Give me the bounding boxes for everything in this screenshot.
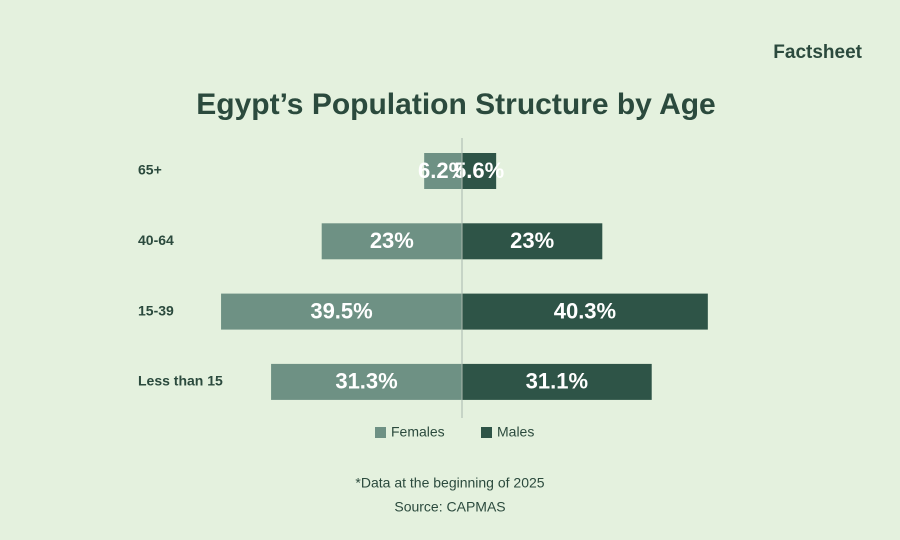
value-label: 6.2% <box>418 158 468 183</box>
bar <box>221 293 462 330</box>
category-label: 15-39 <box>138 302 174 318</box>
value-label: 23% <box>510 228 554 253</box>
legend-label: Males <box>497 424 534 440</box>
category-label: 40-64 <box>138 232 174 248</box>
bar <box>462 363 652 400</box>
note: *Data at the beginning of 2025 <box>355 475 544 491</box>
category-label: 65+ <box>138 162 162 178</box>
bar <box>424 153 462 189</box>
source: Source: CAPMAS <box>394 499 505 515</box>
legend-swatch <box>481 427 492 438</box>
chart-title: Egypt’s Population Structure by Age <box>196 88 716 121</box>
bar <box>462 293 708 330</box>
bar <box>321 223 462 260</box>
value-label: 31.1% <box>526 369 588 394</box>
bar <box>271 363 462 400</box>
category-label: Less than 15 <box>138 373 223 389</box>
value-label: 40.3% <box>554 298 616 323</box>
bar <box>462 153 497 189</box>
value-label: 39.5% <box>310 298 372 323</box>
legend-swatch <box>375 427 386 438</box>
value-label: 31.3% <box>335 369 397 394</box>
legend-label: Females <box>391 424 445 440</box>
value-label: 23% <box>370 228 414 253</box>
bar <box>462 223 603 260</box>
brand: Factsheet <box>773 42 862 63</box>
